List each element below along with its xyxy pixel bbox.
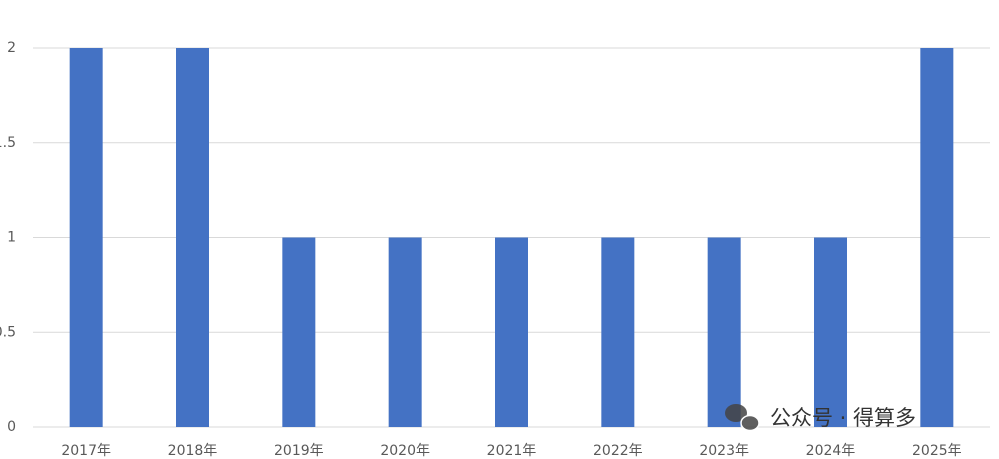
x-tick-label: 2017年 [61,443,111,459]
bar [495,237,528,427]
y-tick-label: 0.5 [0,324,16,340]
watermark: 公众号 · 得算多 [770,406,916,430]
bar [282,237,316,427]
bar [176,48,209,427]
y-tick-label: 1.5 [0,135,16,151]
bar [601,237,635,427]
x-tick-label: 2020年 [380,443,430,459]
x-tick-label: 2019年 [274,443,324,459]
x-tick-label: 2025年 [912,443,962,459]
y-tick-label: 1 [7,230,16,246]
x-tick-label: 2023年 [699,443,749,459]
bar [707,237,741,427]
x-tick-label: 2018年 [168,443,218,459]
watermark-icon [725,404,760,432]
bar [920,48,954,427]
bar [814,237,847,427]
x-tick-label: 2021年 [487,443,537,459]
bar [69,48,103,427]
x-tick-label: 2024年 [806,443,856,459]
bar [388,237,422,427]
y-tick-label: 2 [7,40,16,56]
x-tick-label: 2022年 [593,443,643,459]
y-tick-label: 0 [7,419,16,435]
